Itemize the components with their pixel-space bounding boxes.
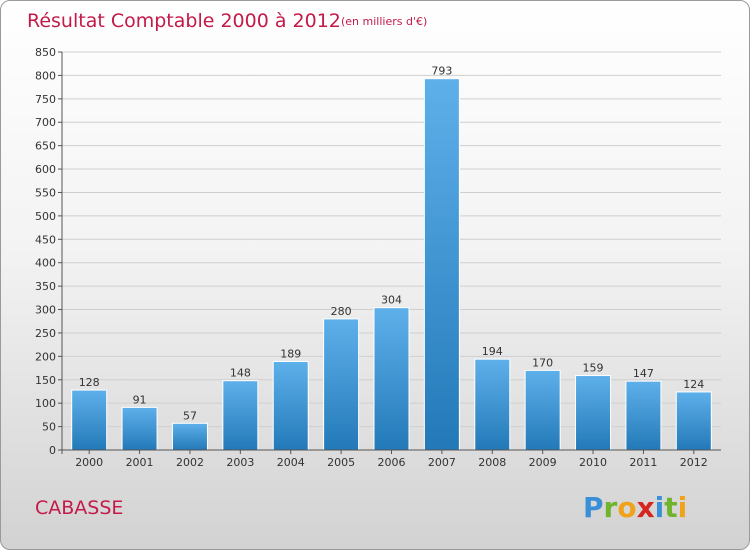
bar-2010 xyxy=(575,375,612,451)
xtick-label: 2010 xyxy=(579,456,607,469)
ytick-label: 600 xyxy=(35,163,56,176)
bar-2004 xyxy=(272,361,309,451)
xtick-label: 2007 xyxy=(428,456,456,469)
bar-2012 xyxy=(675,391,712,451)
xtick-label: 2012 xyxy=(680,456,708,469)
logo-text: Proxiti xyxy=(583,491,687,524)
bar-2003 xyxy=(222,380,259,451)
xtick-label: 2011 xyxy=(629,456,657,469)
data-label-2009: 170 xyxy=(532,356,553,369)
ytick-label: 700 xyxy=(35,116,56,129)
ytick-label: 650 xyxy=(35,140,56,153)
data-label-2000: 128 xyxy=(79,376,100,389)
ytick-label: 450 xyxy=(35,233,56,246)
bar-2001 xyxy=(121,406,158,451)
xtick-label: 2009 xyxy=(529,456,557,469)
ytick-label: 250 xyxy=(35,327,56,340)
bar-2007 xyxy=(423,78,460,451)
xtick-label: 2000 xyxy=(75,456,103,469)
xtick-label: 2001 xyxy=(126,456,154,469)
bar-2002 xyxy=(171,422,208,451)
bar-2000 xyxy=(71,389,108,451)
xtick-label: 2004 xyxy=(277,456,305,469)
ytick-label: 150 xyxy=(35,374,56,387)
xtick-label: 2003 xyxy=(226,456,254,469)
bar-2009 xyxy=(524,369,561,451)
ytick-label: 850 xyxy=(35,46,56,59)
ytick-label: 500 xyxy=(35,210,56,223)
data-label-2012: 124 xyxy=(683,378,704,391)
y-axis: 0 50 100 150 200 250 300 350 400 450 500 550 600 650 7… xyxy=(35,46,62,457)
data-labels: 128 91 57 148 189 280 304 793 194 170 159 147 124 xyxy=(79,65,705,423)
data-label-2003: 148 xyxy=(230,367,251,380)
data-label-2001: 91 xyxy=(133,393,147,406)
ytick-label: 100 xyxy=(35,397,56,410)
ytick-label: 200 xyxy=(35,350,56,363)
chart-unit: (en milliers d'€) xyxy=(341,15,427,28)
proxiti-logo: Proxiti xyxy=(583,491,687,524)
bar-2005 xyxy=(323,318,360,451)
ytick-label: 750 xyxy=(35,93,56,106)
ytick-label: 350 xyxy=(35,280,56,293)
data-label-2005: 280 xyxy=(331,305,352,318)
ytick-label: 50 xyxy=(42,421,56,434)
bar-2011 xyxy=(625,380,662,451)
data-label-2002: 57 xyxy=(183,409,197,422)
ytick-label: 400 xyxy=(35,257,56,270)
ytick-label: 800 xyxy=(35,69,56,82)
chart-title: Résultat Comptable 2000 à 2012 xyxy=(27,10,341,32)
data-label-2008: 194 xyxy=(482,345,503,358)
xtick-label: 2008 xyxy=(478,456,506,469)
bars xyxy=(71,78,712,451)
data-label-2010: 159 xyxy=(583,362,604,375)
commune-name: CABASSE xyxy=(35,497,123,519)
ytick-label: 300 xyxy=(35,304,56,317)
data-label-2006: 304 xyxy=(381,294,402,307)
xtick-label: 2005 xyxy=(327,456,355,469)
xtick-label: 2002 xyxy=(176,456,204,469)
bar-2006 xyxy=(373,307,410,451)
x-axis: 2000 2001 2002 2003 2004 2005 2006 2007 2008 2009… xyxy=(75,450,708,469)
data-label-2004: 189 xyxy=(280,348,301,361)
data-label-2011: 147 xyxy=(633,367,654,380)
bar-2008 xyxy=(474,358,511,451)
data-label-2007: 793 xyxy=(431,65,452,78)
ytick-label: 0 xyxy=(49,444,56,457)
xtick-label: 2006 xyxy=(378,456,406,469)
ytick-label: 550 xyxy=(35,186,56,199)
